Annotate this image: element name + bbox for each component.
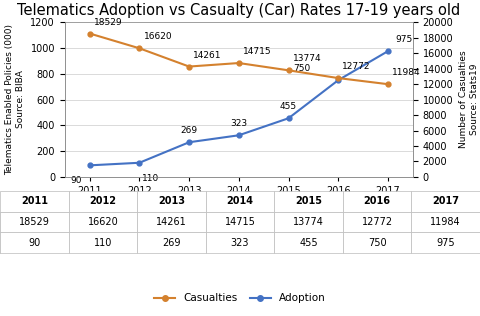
Adoption (136, 161, 142, 165)
Text: 13774: 13774 (293, 54, 321, 64)
Adoption (385, 49, 391, 53)
Casualties (87, 32, 93, 35)
Line: Casualties: Casualties (87, 31, 390, 87)
Text: 18529: 18529 (94, 18, 122, 27)
Text: 14715: 14715 (243, 47, 272, 56)
Text: 455: 455 (280, 102, 297, 111)
Text: 12772: 12772 (342, 62, 371, 71)
Legend: Casualties, Adoption: Casualties, Adoption (150, 289, 330, 308)
Text: 975: 975 (395, 35, 412, 44)
Casualties (385, 82, 391, 86)
Adoption (286, 116, 291, 120)
Adoption (236, 133, 241, 137)
Casualties (336, 76, 341, 80)
Adoption (186, 140, 192, 144)
Adoption (87, 163, 93, 167)
Text: 16620: 16620 (144, 32, 172, 41)
Casualties (136, 46, 142, 50)
Y-axis label: Number of Casualties
Source: Stats19: Number of Casualties Source: Stats19 (459, 51, 479, 148)
Text: 269: 269 (180, 126, 198, 135)
Text: 750: 750 (293, 64, 311, 73)
Casualties (186, 65, 192, 69)
Y-axis label: Telematics Enabled Policies (000)
Source: BIBA: Telematics Enabled Policies (000) Source… (5, 24, 25, 175)
Line: Adoption: Adoption (87, 49, 390, 168)
Casualties (286, 69, 291, 72)
Text: 90: 90 (70, 176, 82, 185)
Casualties (236, 61, 241, 65)
Text: 110: 110 (142, 174, 159, 183)
Title: Telematics Adoption vs Casualty (Car) Rates 17-19 years old: Telematics Adoption vs Casualty (Car) Ra… (17, 3, 460, 18)
Text: 14261: 14261 (193, 51, 222, 60)
Text: 323: 323 (230, 119, 247, 128)
Text: 11984: 11984 (392, 68, 421, 77)
Adoption (336, 78, 341, 82)
